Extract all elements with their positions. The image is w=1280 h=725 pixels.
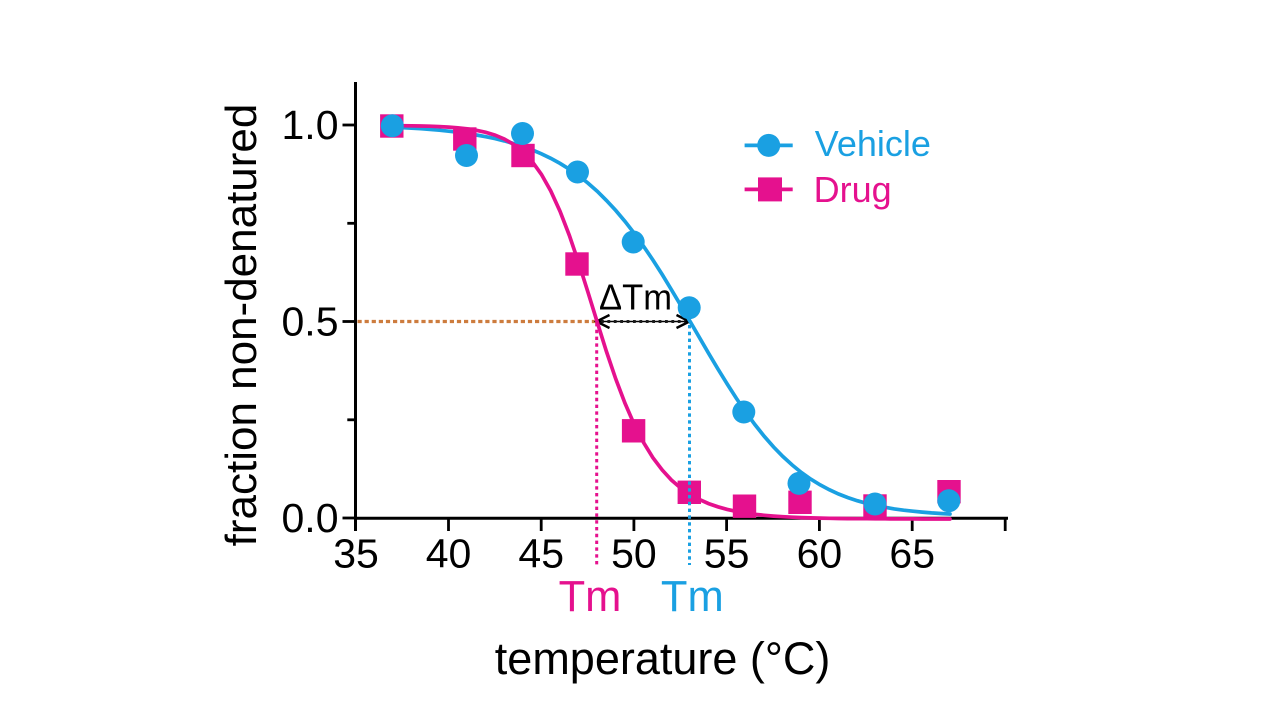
svg-text:0.0: 0.0 — [282, 495, 339, 541]
svg-text:35: 35 — [333, 530, 379, 576]
svg-text:fraction non-denatured: fraction non-denatured — [217, 104, 266, 547]
svg-text:ΔTm: ΔTm — [599, 277, 672, 318]
svg-text:50: 50 — [611, 530, 657, 576]
svg-text:1.0: 1.0 — [282, 102, 339, 148]
svg-text:65: 65 — [889, 530, 935, 576]
svg-text:Vehicle: Vehicle — [815, 123, 931, 164]
svg-text:45: 45 — [518, 530, 564, 576]
svg-text:Tm: Tm — [661, 573, 724, 621]
svg-text:Tm: Tm — [559, 573, 622, 621]
svg-text:55: 55 — [704, 530, 750, 576]
svg-text:40: 40 — [426, 530, 472, 576]
svg-text:60: 60 — [797, 530, 843, 576]
svg-text:temperature (°C): temperature (°C) — [495, 633, 831, 684]
svg-text:Drug: Drug — [814, 169, 892, 210]
svg-text:0.5: 0.5 — [282, 299, 339, 345]
